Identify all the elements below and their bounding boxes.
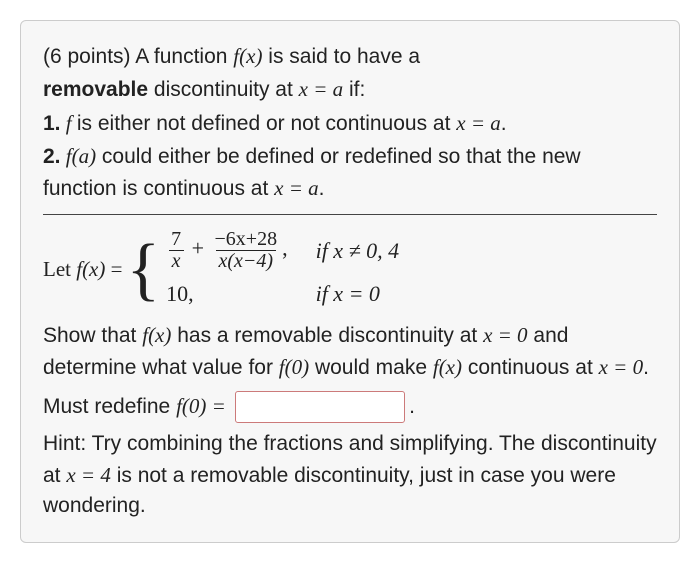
- item2-fa: f(a): [61, 144, 97, 168]
- frac1-den: x: [169, 250, 184, 272]
- xa-2: x = a: [456, 111, 501, 135]
- intro-text-1: A function: [131, 45, 234, 68]
- frac2-den: x(x−4): [216, 250, 277, 272]
- separator: [43, 214, 657, 215]
- plus-sign: +: [186, 236, 209, 261]
- show-1: Show that: [43, 324, 142, 347]
- xa-3: x = a: [274, 176, 319, 200]
- points-label: (6 points): [43, 45, 131, 68]
- intro-line: (6 points) A function f(x) is said to ha…: [43, 41, 657, 72]
- frac-2: −6x+28 x(x−4): [212, 229, 281, 272]
- removable-word: removable: [43, 78, 148, 101]
- f0-eq: f(0) =: [176, 394, 231, 418]
- fx-3: f(x): [142, 323, 171, 347]
- intro-line-2: removable discontinuity at x = a if:: [43, 74, 657, 105]
- cases-grid: 7 x + −6x+28 x(x−4) , if x ≠ 0, 4 10, if…: [166, 229, 399, 310]
- case1-expr: 7 x + −6x+28 x(x−4) ,: [166, 229, 287, 272]
- case1-comma: ,: [282, 236, 288, 261]
- item1-f: f: [61, 111, 77, 135]
- intro-text-3: discontinuity at: [148, 78, 299, 101]
- brace-icon: {: [126, 240, 160, 300]
- frac2-num: −6x+28: [212, 229, 281, 250]
- eq-sign: =: [105, 257, 122, 281]
- case1-cond: if x ≠ 0, 4: [316, 235, 400, 267]
- intro-text-4: if:: [343, 78, 365, 101]
- x0-1: x = 0: [483, 323, 528, 347]
- let-word: Let: [43, 257, 76, 281]
- frac1-num: 7: [168, 229, 184, 250]
- let-label: Let f(x) =: [43, 254, 122, 284]
- f0-1: f(0): [279, 355, 309, 379]
- x0-2: x = 0: [599, 355, 644, 379]
- show-line: Show that f(x) has a removable discontin…: [43, 320, 657, 383]
- must-label: Must redefine: [43, 395, 176, 418]
- show-4: would make: [309, 356, 433, 379]
- fx-4: f(x): [433, 355, 462, 379]
- answer-line: Must redefine f(0) = .: [43, 391, 657, 423]
- item1-period: .: [501, 112, 507, 135]
- item2-period: .: [319, 177, 325, 200]
- item1-text: is either not defined or not continuous …: [77, 112, 456, 135]
- x4: x = 4: [66, 463, 111, 487]
- show-5: continuous at: [462, 356, 599, 379]
- fx-2: f(x): [76, 257, 105, 281]
- item-2: 2. f(a) could either be defined or redef…: [43, 141, 657, 204]
- item-1: 1. f is either not defined or not contin…: [43, 108, 657, 139]
- item1-num: 1.: [43, 112, 61, 135]
- show-6: .: [643, 356, 649, 379]
- hint-2: is not a removable discontinuity, just i…: [43, 464, 616, 517]
- intro-text-2: is said to have a: [262, 45, 420, 68]
- fx-1: f(x): [233, 44, 262, 68]
- item2-num: 2.: [43, 145, 61, 168]
- case2-cond: if x = 0: [316, 278, 400, 310]
- case2-expr: 10,: [166, 278, 287, 310]
- xa-1: x = a: [299, 77, 344, 101]
- frac-1: 7 x: [168, 229, 184, 272]
- answer-period: .: [409, 395, 415, 418]
- answer-input[interactable]: [235, 391, 405, 423]
- hint-line: Hint: Try combining the fractions and si…: [43, 429, 657, 521]
- problem-card: (6 points) A function f(x) is said to ha…: [20, 20, 680, 543]
- piecewise-definition: Let f(x) = { 7 x + −6x+28 x(x−4) , if x …: [43, 229, 657, 310]
- show-2: has a removable discontinuity at: [171, 324, 483, 347]
